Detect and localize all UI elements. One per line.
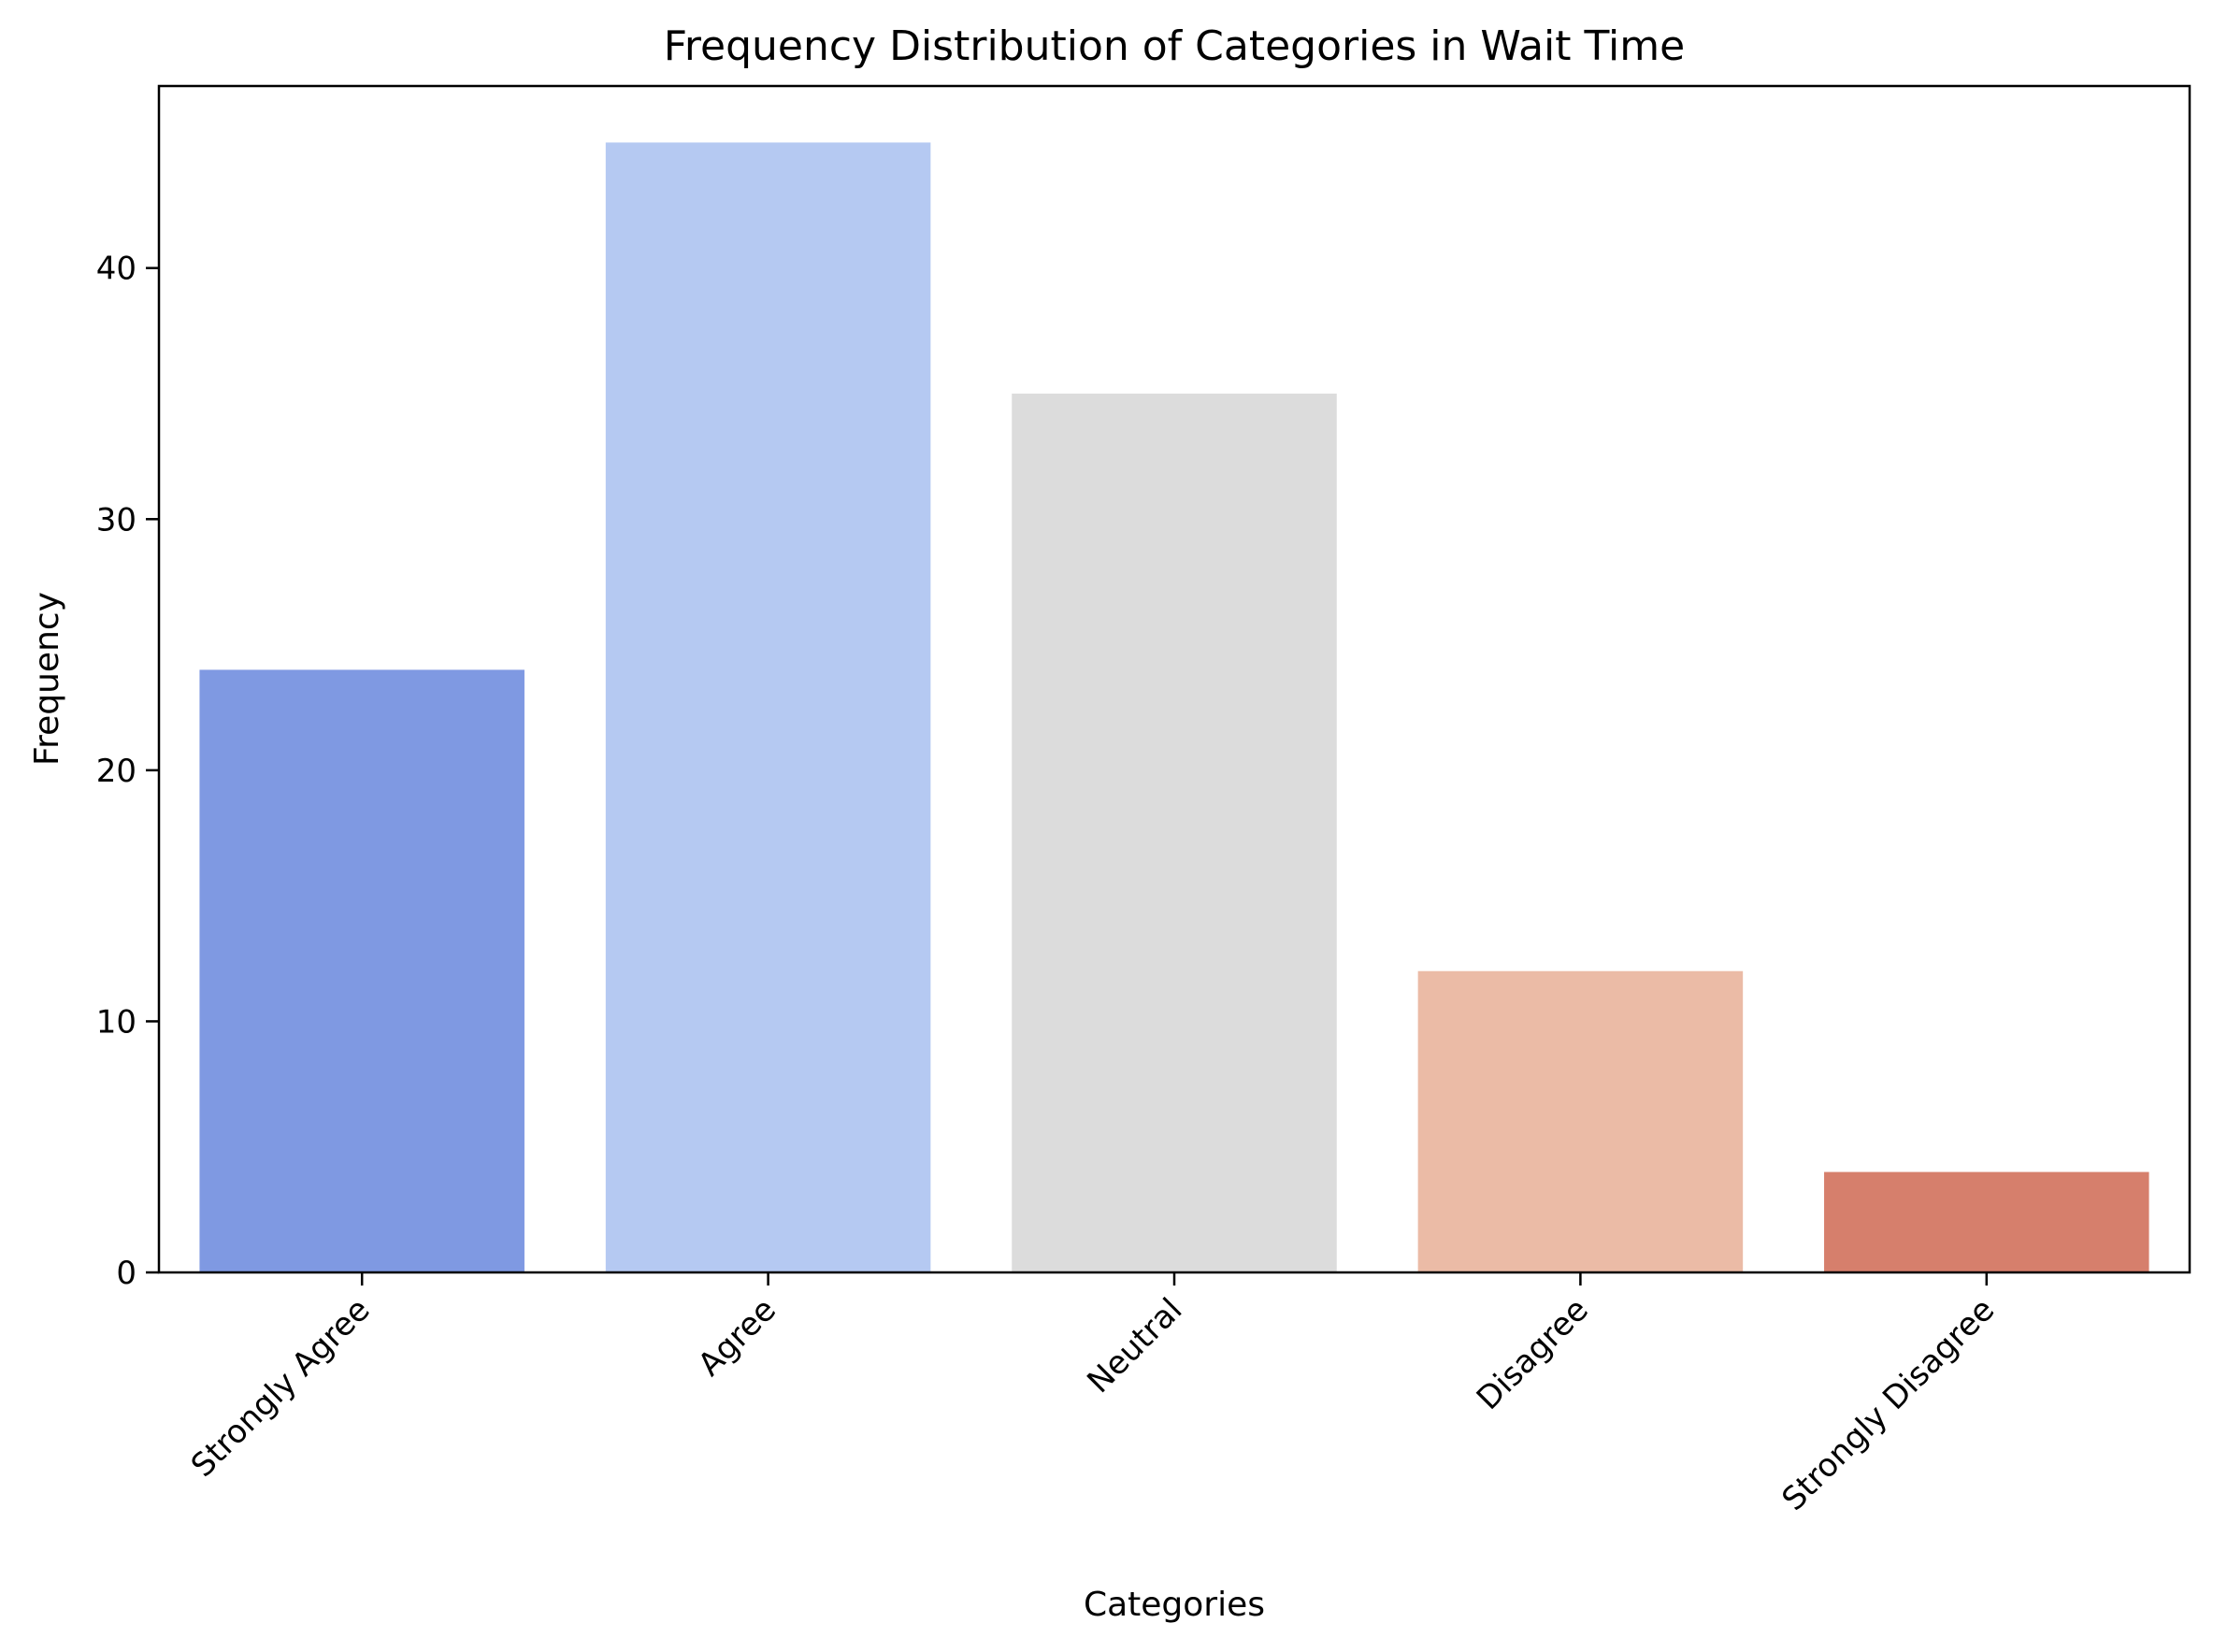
y-axis-label: Frequency [28,592,66,766]
y-tick-label-40: 40 [96,251,137,288]
bar-disagree [1417,970,1744,1272]
bars-layer [199,142,2149,1272]
bar-neutral [1012,394,1337,1272]
bar-strongly-agree [199,669,525,1272]
bar-agree [605,142,931,1272]
y-tick-label-0: 0 [116,1255,137,1292]
y-tick-label-30: 30 [96,501,137,539]
plot-frame [157,84,2191,1274]
chart-title: Frequency Distribution of Categories in … [664,22,1685,70]
y-tick-label-10: 10 [96,1003,137,1041]
y-tick-label-20: 20 [96,753,137,790]
bar-strongly-disagree [1824,1171,2149,1272]
x-axis-label: Categories [1084,1586,1265,1624]
